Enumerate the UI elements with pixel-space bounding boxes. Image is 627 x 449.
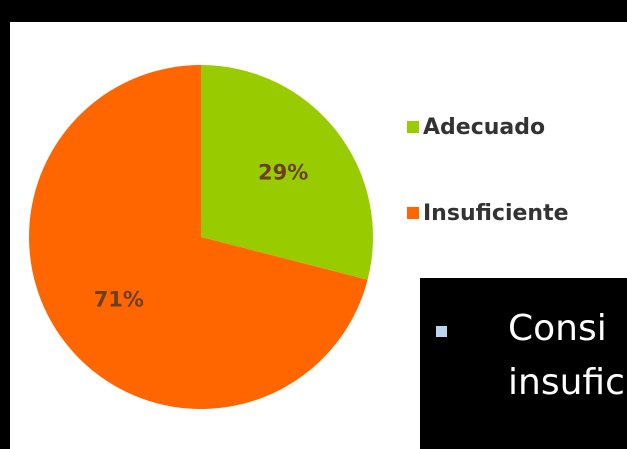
- legend-label-adecuado: Adecuado: [423, 114, 546, 140]
- legend-swatch-insuficiente: [407, 207, 419, 219]
- pie-slice-label-adecuado: 29%: [258, 160, 308, 184]
- pie-chart: 29% 71%: [29, 65, 373, 409]
- pie-slice-label-insuficiente: 71%: [94, 288, 144, 312]
- square-bullet-icon: [436, 326, 447, 337]
- legend-swatch-adecuado: [407, 121, 419, 133]
- bullet-text-box: Consi insufic: [420, 278, 627, 449]
- text-box-line-1: Consi: [508, 308, 607, 349]
- legend-item-adecuado: Adecuado: [407, 112, 545, 142]
- pie-slices: [29, 65, 373, 409]
- pie-slice-adecuado: [201, 65, 373, 280]
- pie-slice-labels: 29% 71%: [94, 160, 309, 311]
- legend-item-insuficiente: Insuficiente: [407, 198, 569, 228]
- pie-slice-insuficiente: [29, 65, 368, 409]
- legend-label-insuficiente: Insuficiente: [423, 200, 569, 226]
- text-box-line-2: insufic: [508, 362, 625, 403]
- chart-panel: 29% 71% Adecuado Insuficiente: [10, 22, 627, 449]
